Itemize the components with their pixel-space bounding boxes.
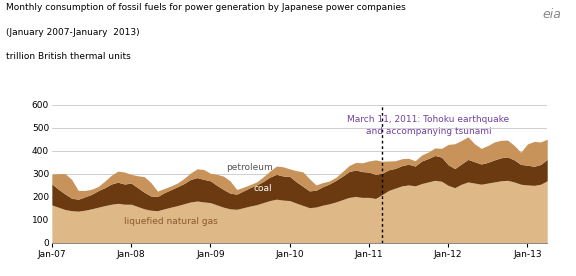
Text: trillion British thermal units: trillion British thermal units [6,52,131,62]
Text: petroleum: petroleum [226,163,274,172]
Text: eia: eia [543,8,562,21]
Text: Monthly consumption of fossil fuels for power generation by Japanese power compa: Monthly consumption of fossil fuels for … [6,3,406,12]
Text: (January 2007-January  2013): (January 2007-January 2013) [6,28,139,37]
Text: coal: coal [254,184,272,193]
Text: liquefied natural gas: liquefied natural gas [124,217,218,226]
Text: March 11, 2011: Tohoku earthquake
and accompanying tsunami: March 11, 2011: Tohoku earthquake and ac… [347,115,509,136]
